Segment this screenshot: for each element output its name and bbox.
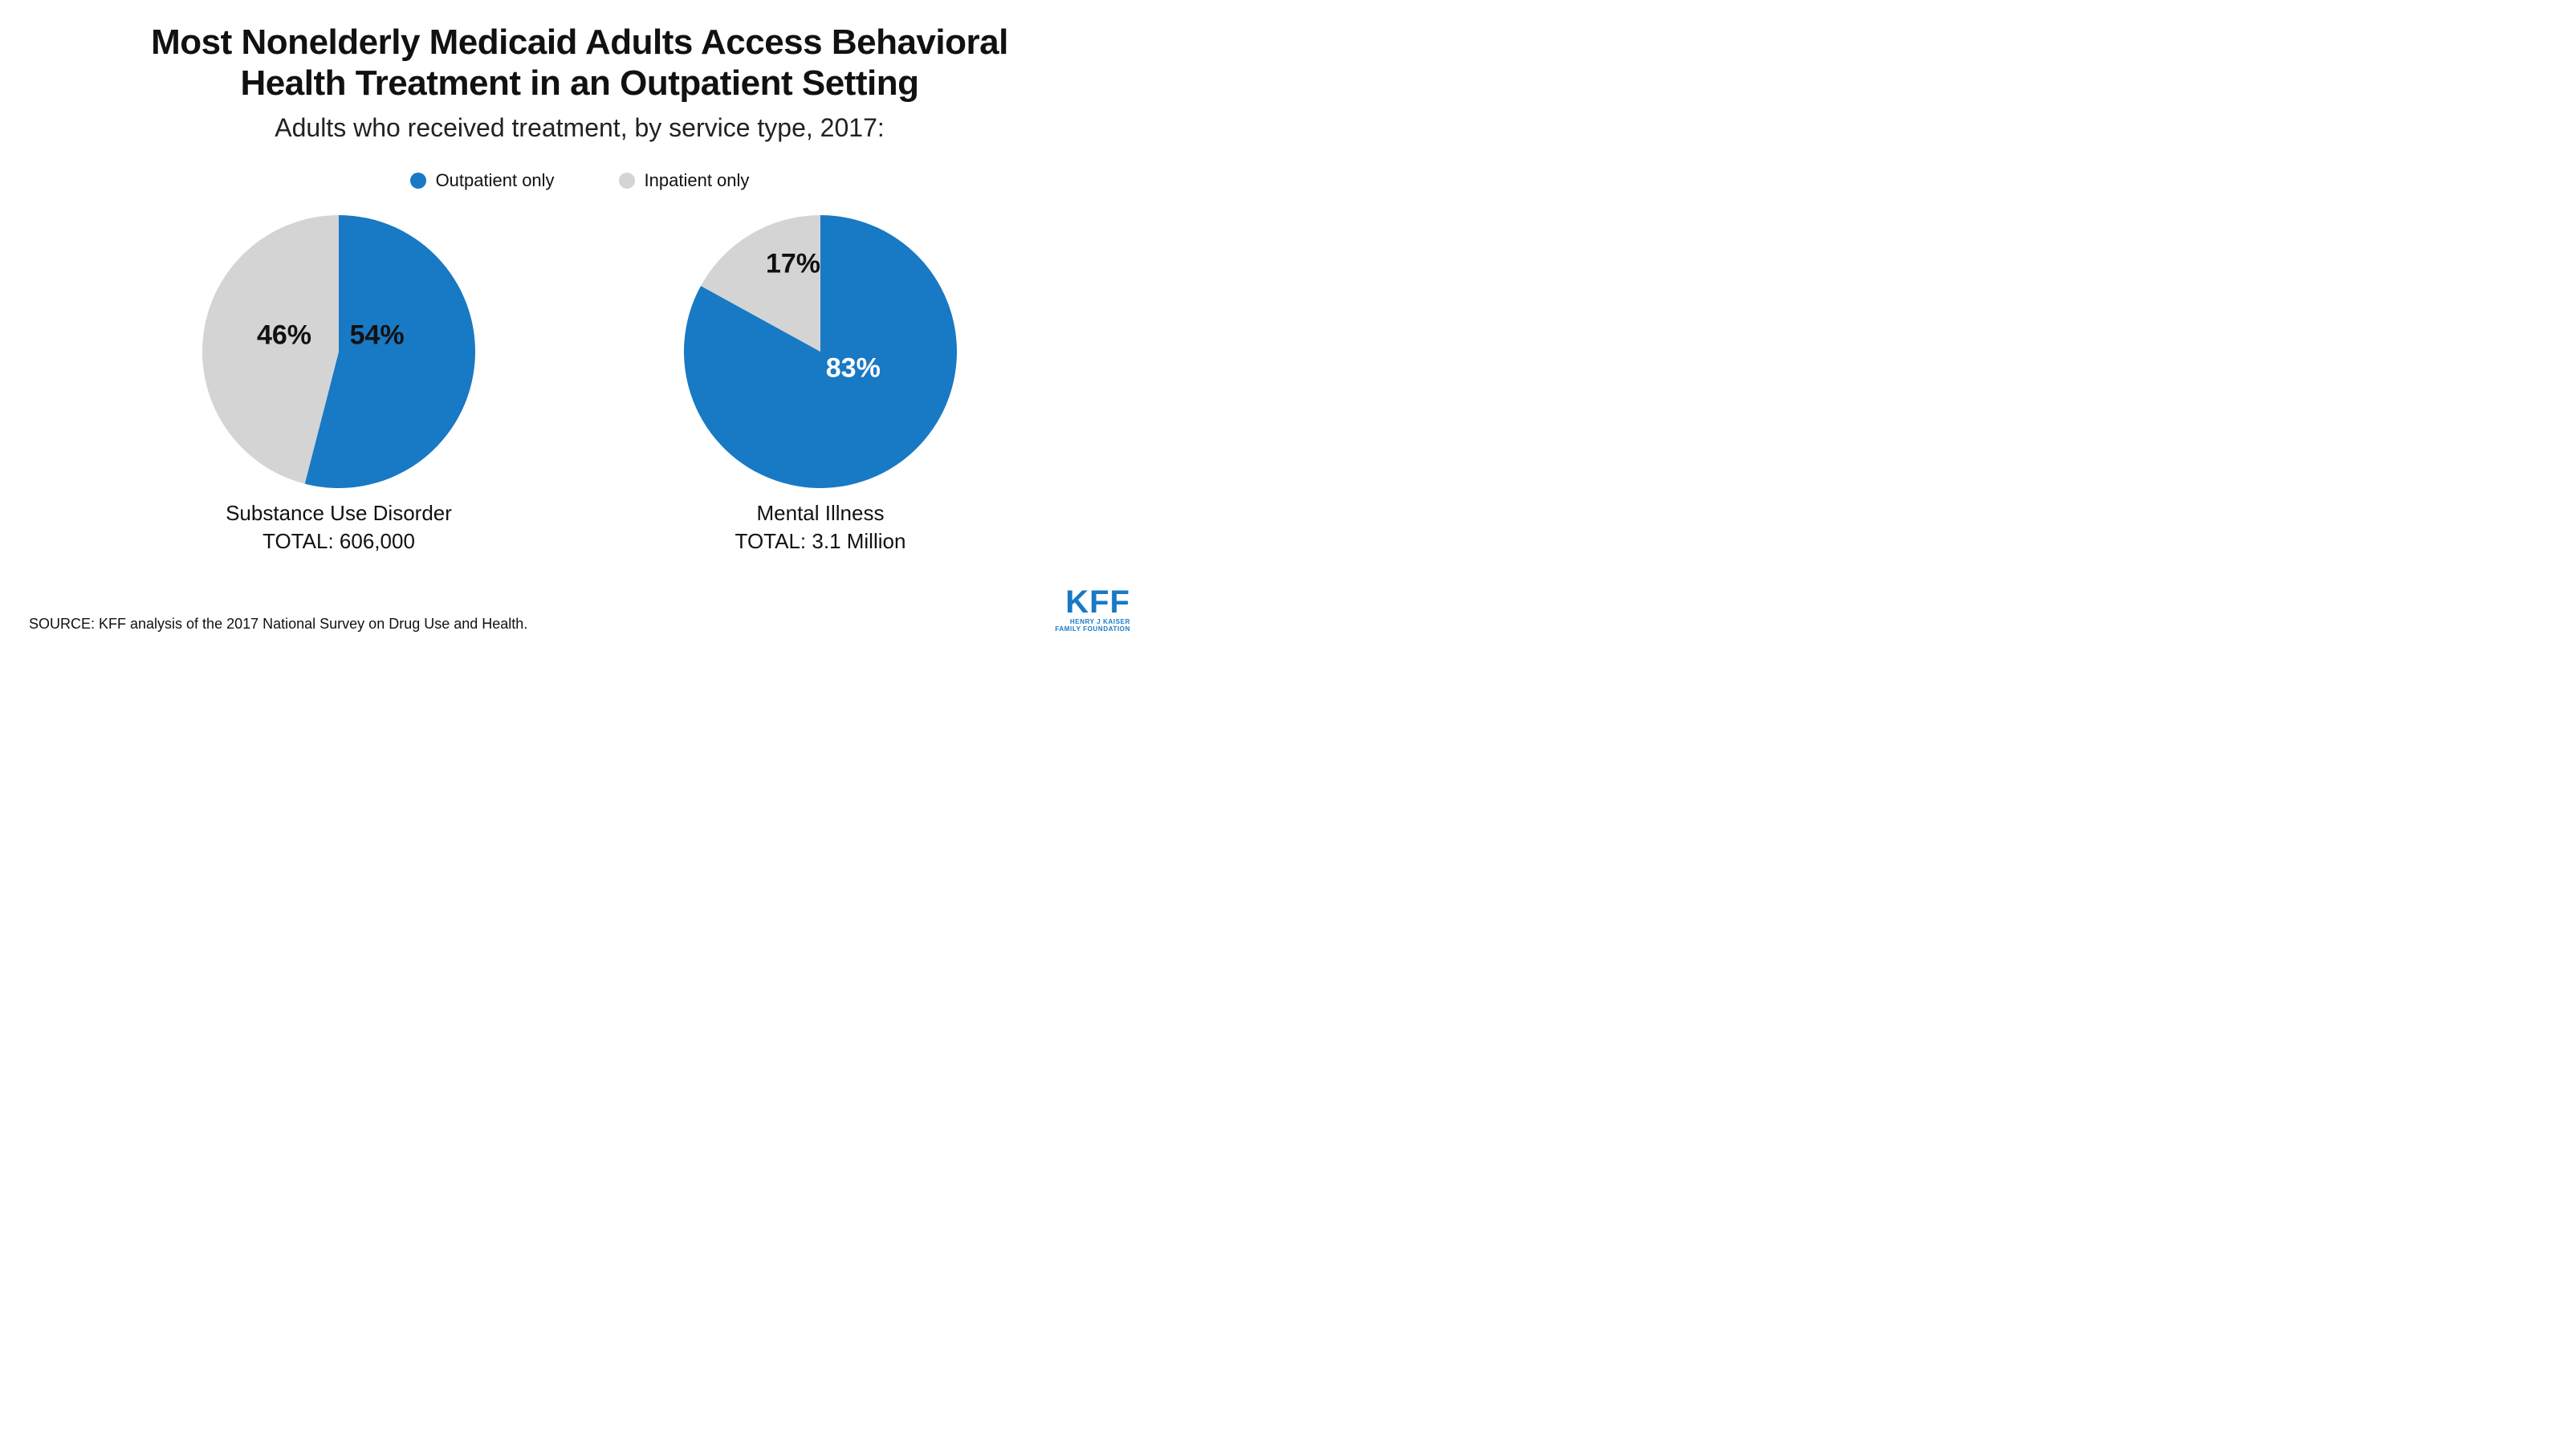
legend-item-inpatient: Inpatient only: [619, 170, 750, 191]
kff-logo-text: KFF: [1055, 588, 1130, 617]
caption-mi-line2: TOTAL: 3.1 Million: [735, 529, 906, 553]
pie-slice-label-outpatient: 83%: [826, 352, 881, 384]
kff-logo: KFF HENRY J KAISER FAMILY FOUNDATION: [1055, 588, 1130, 633]
title-line-1: Most Nonelderly Medicaid Adults Access B…: [151, 22, 1008, 62]
pie-mi: 83% 17%: [684, 215, 957, 488]
pie-slice-label-outpatient: 54%: [350, 320, 405, 351]
legend-swatch-inpatient: [619, 173, 635, 189]
chart-sud: 54% 46% Substance Use Disorder TOTAL: 606…: [202, 215, 475, 556]
caption-mi-line1: Mental Illness: [757, 501, 885, 525]
charts-row: 54% 46% Substance Use Disorder TOTAL: 606…: [0, 215, 1159, 556]
pie-slice-label-inpatient: 46%: [257, 320, 311, 351]
caption-mi: Mental Illness TOTAL: 3.1 Million: [735, 499, 906, 556]
legend: Outpatient only Inpatient only: [0, 170, 1159, 191]
pie-sud: 54% 46%: [202, 215, 475, 488]
chart-mi: 83% 17% Mental Illness TOTAL: 3.1 Million: [684, 215, 957, 556]
legend-swatch-outpatient: [410, 173, 426, 189]
legend-label-outpatient: Outpatient only: [436, 170, 555, 191]
legend-item-outpatient: Outpatient only: [410, 170, 555, 191]
pie-sud-svg: [202, 215, 475, 488]
kff-logo-sub: HENRY J KAISER FAMILY FOUNDATION: [1055, 618, 1130, 633]
title-line-2: Health Treatment in an Outpatient Settin…: [241, 63, 919, 103]
chart-subtitle: Adults who received treatment, by servic…: [0, 113, 1159, 143]
source-note: SOURCE: KFF analysis of the 2017 Nationa…: [29, 616, 527, 633]
legend-label-inpatient: Inpatient only: [645, 170, 750, 191]
caption-sud-line1: Substance Use Disorder: [226, 501, 452, 525]
caption-sud-line2: TOTAL: 606,000: [262, 529, 415, 553]
chart-title: Most Nonelderly Medicaid Adults Access B…: [0, 0, 1159, 104]
caption-sud: Substance Use Disorder TOTAL: 606,000: [226, 499, 452, 556]
pie-slice-label-inpatient: 17%: [766, 249, 820, 280]
